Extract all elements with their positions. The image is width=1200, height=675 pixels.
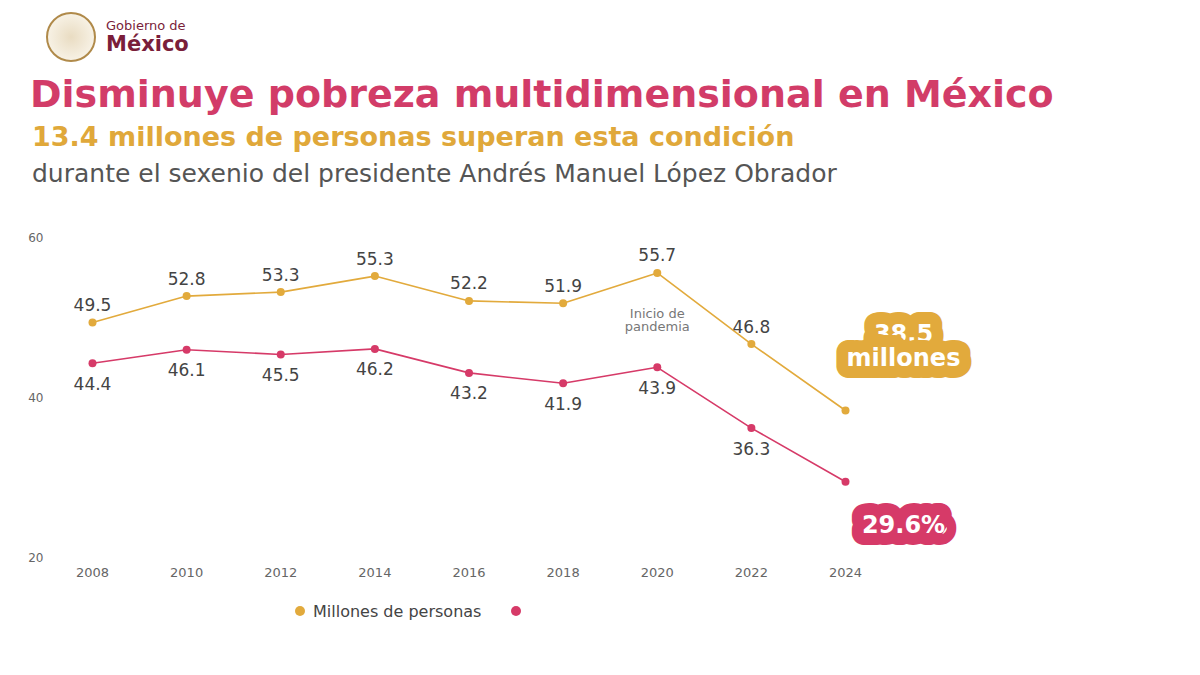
svg-text:29.6%: 29.6% bbox=[862, 511, 945, 539]
svg-text:55.7: 55.7 bbox=[638, 245, 676, 265]
html-text:13.4 millones de personas supe: 13.4 millones de personas superan esta c… bbox=[32, 121, 795, 152]
html-text:durante el sexenio del preside: durante el sexenio del presidente Andrés… bbox=[32, 159, 837, 188]
svg-text:38.5millones: 38.5millones bbox=[847, 320, 961, 372]
svg-text:52.2: 52.2 bbox=[450, 273, 488, 293]
svg-text:46.2: 46.2 bbox=[356, 359, 394, 379]
svg-text:53.3: 53.3 bbox=[262, 265, 300, 285]
svg-text:2022: 2022 bbox=[735, 565, 768, 580]
html-text:México: México bbox=[106, 31, 189, 56]
svg-text:2012: 2012 bbox=[264, 565, 297, 580]
svg-text:2014: 2014 bbox=[358, 565, 391, 580]
svg-text:2008: 2008 bbox=[76, 565, 109, 580]
svg-text:46.8: 46.8 bbox=[732, 317, 770, 337]
svg-text:20: 20 bbox=[28, 551, 43, 565]
svg-text:60: 60 bbox=[28, 231, 43, 245]
svg-text:43.2: 43.2 bbox=[450, 383, 488, 403]
svg-text:Inicio depandemia: Inicio depandemia bbox=[625, 306, 690, 334]
svg-text:43.9: 43.9 bbox=[638, 378, 676, 398]
html-text:Millones de personas: Millones de personas bbox=[313, 601, 482, 621]
svg-text:45.5: 45.5 bbox=[262, 365, 300, 385]
svg-text:52.8: 52.8 bbox=[168, 269, 206, 289]
svg-text:36.3: 36.3 bbox=[732, 439, 770, 459]
svg-text:2016: 2016 bbox=[452, 565, 485, 580]
svg-text:2020: 2020 bbox=[641, 565, 674, 580]
svg-text:2024: 2024 bbox=[829, 565, 862, 580]
svg-text:41.9: 41.9 bbox=[544, 394, 582, 414]
svg-text:2010: 2010 bbox=[170, 565, 203, 580]
svg-text:46.1: 46.1 bbox=[168, 360, 206, 380]
svg-text:2018: 2018 bbox=[547, 565, 580, 580]
svg-text:55.3: 55.3 bbox=[356, 249, 394, 269]
svg-text:49.5: 49.5 bbox=[74, 295, 112, 315]
html-text:Disminuye pobreza multidimensi: Disminuye pobreza multidimensional en Mé… bbox=[30, 72, 1054, 116]
html-text:Gobierno de: Gobierno de bbox=[106, 18, 186, 34]
svg-text:44.4: 44.4 bbox=[74, 374, 112, 394]
svg-text:40: 40 bbox=[28, 391, 43, 405]
svg-text:51.9: 51.9 bbox=[544, 276, 582, 296]
